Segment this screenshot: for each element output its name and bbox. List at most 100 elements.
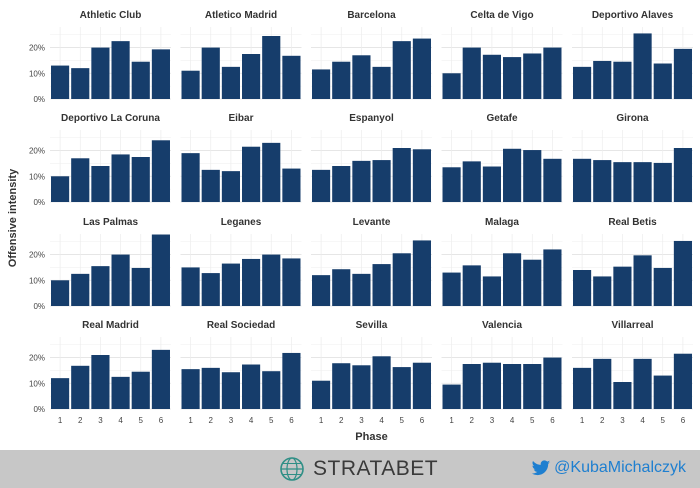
panel-title: Las Palmas	[83, 217, 138, 228]
bar	[543, 47, 562, 99]
bar	[221, 66, 240, 99]
y-tick-label: 10%	[29, 69, 45, 78]
y-tick-label: 0%	[33, 95, 45, 104]
bar	[593, 160, 612, 202]
twitter-credit: @KubaMichalczyk	[531, 459, 686, 477]
panel-title: Real Sociedad	[207, 320, 275, 331]
bar	[201, 367, 220, 409]
bar	[151, 234, 170, 306]
panel-title: Real Madrid	[82, 320, 139, 331]
x-tick-label: 3	[98, 416, 103, 425]
y-tick-label: 10%	[29, 172, 45, 181]
y-tick-label: 20%	[29, 251, 45, 260]
twitter-handle[interactable]: @KubaMichalczyk	[554, 459, 686, 476]
bar	[372, 356, 391, 409]
bar	[372, 66, 391, 99]
bar	[91, 355, 110, 409]
panel-title: Deportivo Alaves	[592, 10, 674, 21]
panel-background	[180, 337, 302, 409]
y-tick-label: 20%	[29, 44, 45, 53]
bar	[312, 275, 331, 306]
bar	[523, 364, 542, 409]
bar	[352, 55, 371, 99]
panel-title: Malaga	[485, 217, 519, 228]
bar	[242, 146, 261, 202]
bar	[593, 358, 612, 409]
bar	[201, 169, 220, 202]
panel-background	[572, 337, 693, 409]
bar	[151, 140, 170, 202]
bar	[372, 160, 391, 202]
x-tick-label: 6	[159, 416, 164, 425]
bar	[412, 38, 431, 99]
x-tick-label: 4	[640, 416, 645, 425]
bar	[221, 263, 240, 306]
panel-background	[311, 234, 432, 306]
x-tick-label: 3	[229, 416, 234, 425]
panel-title: Levante	[353, 217, 391, 228]
bar	[111, 154, 130, 202]
stratabet-brand: STRATABET	[279, 456, 438, 482]
bar	[221, 372, 240, 409]
bar	[633, 358, 652, 409]
bar	[653, 267, 672, 306]
bar	[131, 371, 150, 409]
bar	[332, 363, 351, 409]
panel-title: Eibar	[228, 113, 253, 124]
bar	[412, 149, 431, 202]
x-tick-label: 1	[58, 416, 63, 425]
bar	[633, 255, 652, 306]
bar	[573, 367, 592, 409]
bar	[352, 273, 371, 306]
bar	[573, 66, 592, 99]
bar	[673, 353, 692, 409]
bar	[131, 267, 150, 306]
bar	[372, 264, 391, 306]
bar	[242, 258, 261, 306]
bar	[543, 249, 562, 306]
bar	[482, 276, 501, 306]
bar	[392, 253, 411, 306]
x-tick-label: 5	[269, 416, 274, 425]
bar	[523, 259, 542, 306]
panel-background	[441, 27, 563, 99]
bar	[653, 375, 672, 409]
y-axis-title: Offensive intensity	[7, 168, 19, 267]
bar	[462, 161, 481, 202]
x-tick-label: 6	[550, 416, 555, 425]
bar	[181, 369, 200, 409]
bar	[151, 49, 170, 99]
bar	[262, 36, 281, 99]
panel-background	[180, 27, 302, 99]
x-tick-label: 5	[400, 416, 405, 425]
bar	[71, 68, 90, 99]
panel-title: Atletico Madrid	[205, 10, 277, 21]
panel-background	[572, 27, 693, 99]
bar	[332, 269, 351, 306]
bar	[503, 364, 522, 409]
globe-icon	[280, 457, 304, 481]
bar	[392, 367, 411, 409]
bar	[282, 258, 301, 306]
bar	[181, 153, 200, 202]
bar	[392, 148, 411, 202]
bar	[312, 169, 331, 202]
bar	[352, 365, 371, 409]
panel-background	[180, 130, 302, 202]
bar	[482, 166, 501, 202]
bar	[282, 168, 301, 202]
bar	[392, 41, 411, 99]
panel-title: Valencia	[482, 320, 522, 331]
panel-title: Barcelona	[347, 10, 396, 21]
bar	[462, 265, 481, 306]
bar	[462, 47, 481, 99]
bar	[653, 162, 672, 202]
bar	[91, 266, 110, 306]
panel-title: Espanyol	[349, 113, 394, 124]
bar	[633, 33, 652, 99]
bar	[51, 65, 70, 99]
x-tick-label: 5	[530, 416, 535, 425]
bar	[181, 267, 200, 306]
bar	[332, 61, 351, 99]
